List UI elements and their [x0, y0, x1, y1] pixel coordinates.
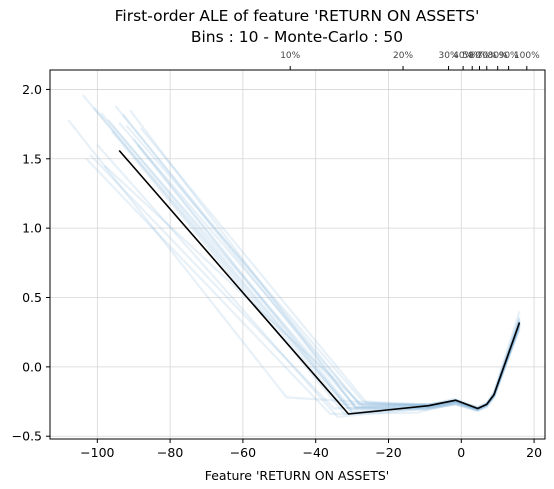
- top-tick-label: 100%: [514, 51, 540, 61]
- chart-subtitle: Bins : 10 - Monte-Carlo : 50: [191, 28, 403, 46]
- y-tick-label: 1.5: [22, 151, 42, 166]
- x-tick-label: −40: [303, 445, 329, 460]
- top-tick-label: 10%: [280, 51, 300, 61]
- y-tick-label: 0.0: [22, 359, 42, 374]
- monte-carlo-line: [67, 119, 521, 410]
- top-tick-label: 90%: [499, 51, 519, 61]
- ale-mean-line: [118, 149, 521, 415]
- monte-carlo-line: [100, 112, 521, 410]
- y-tick-label: 0.5: [22, 290, 42, 305]
- monte-carlo-line: [89, 153, 521, 410]
- y-tick-label: 2.0: [22, 82, 42, 97]
- chart-title: First-order ALE of feature 'RETURN ON AS…: [115, 7, 480, 25]
- top-tick-label: 20%: [393, 51, 413, 61]
- x-tick-label: −80: [157, 445, 183, 460]
- x-tick-label: −60: [230, 445, 256, 460]
- top-tick-label: 70%: [477, 51, 497, 61]
- y-tick-label: −0.5: [12, 429, 42, 444]
- y-tick-label: 1.0: [22, 221, 42, 236]
- monte-carlo-line: [129, 109, 521, 411]
- x-tick-label: −20: [375, 445, 401, 460]
- top-tick-label: 30%: [439, 51, 459, 61]
- x-tick-label: −100: [80, 445, 114, 460]
- top-tick-label: 80%: [488, 51, 508, 61]
- monte-carlo-lines: [67, 94, 521, 418]
- monte-carlo-line: [121, 113, 521, 413]
- monte-carlo-line: [96, 144, 521, 418]
- top-tick-label: 40%: [453, 51, 473, 61]
- top-axis-ticks: 10% 20% 30%40%50%60%70%80%90%100%: [280, 51, 540, 70]
- monte-carlo-line: [114, 105, 521, 409]
- x-axis-ticks: −100 −80 −60 −40 −20 0 20: [80, 439, 542, 460]
- x-tick-label: 0: [457, 445, 465, 460]
- top-tick-label: 60%: [469, 51, 489, 61]
- series-lines: [118, 149, 521, 415]
- x-axis-label: Feature 'RETURN ON ASSETS': [205, 468, 390, 483]
- monte-carlo-line: [85, 158, 521, 416]
- y-axis-ticks: −0.5 0.0 0.5 1.0 1.5 2.0: [12, 82, 50, 444]
- top-tick-label: 50%: [462, 51, 482, 61]
- plot-area: [49, 69, 546, 440]
- grid: [50, 70, 545, 439]
- x-tick-label: 20: [526, 445, 542, 460]
